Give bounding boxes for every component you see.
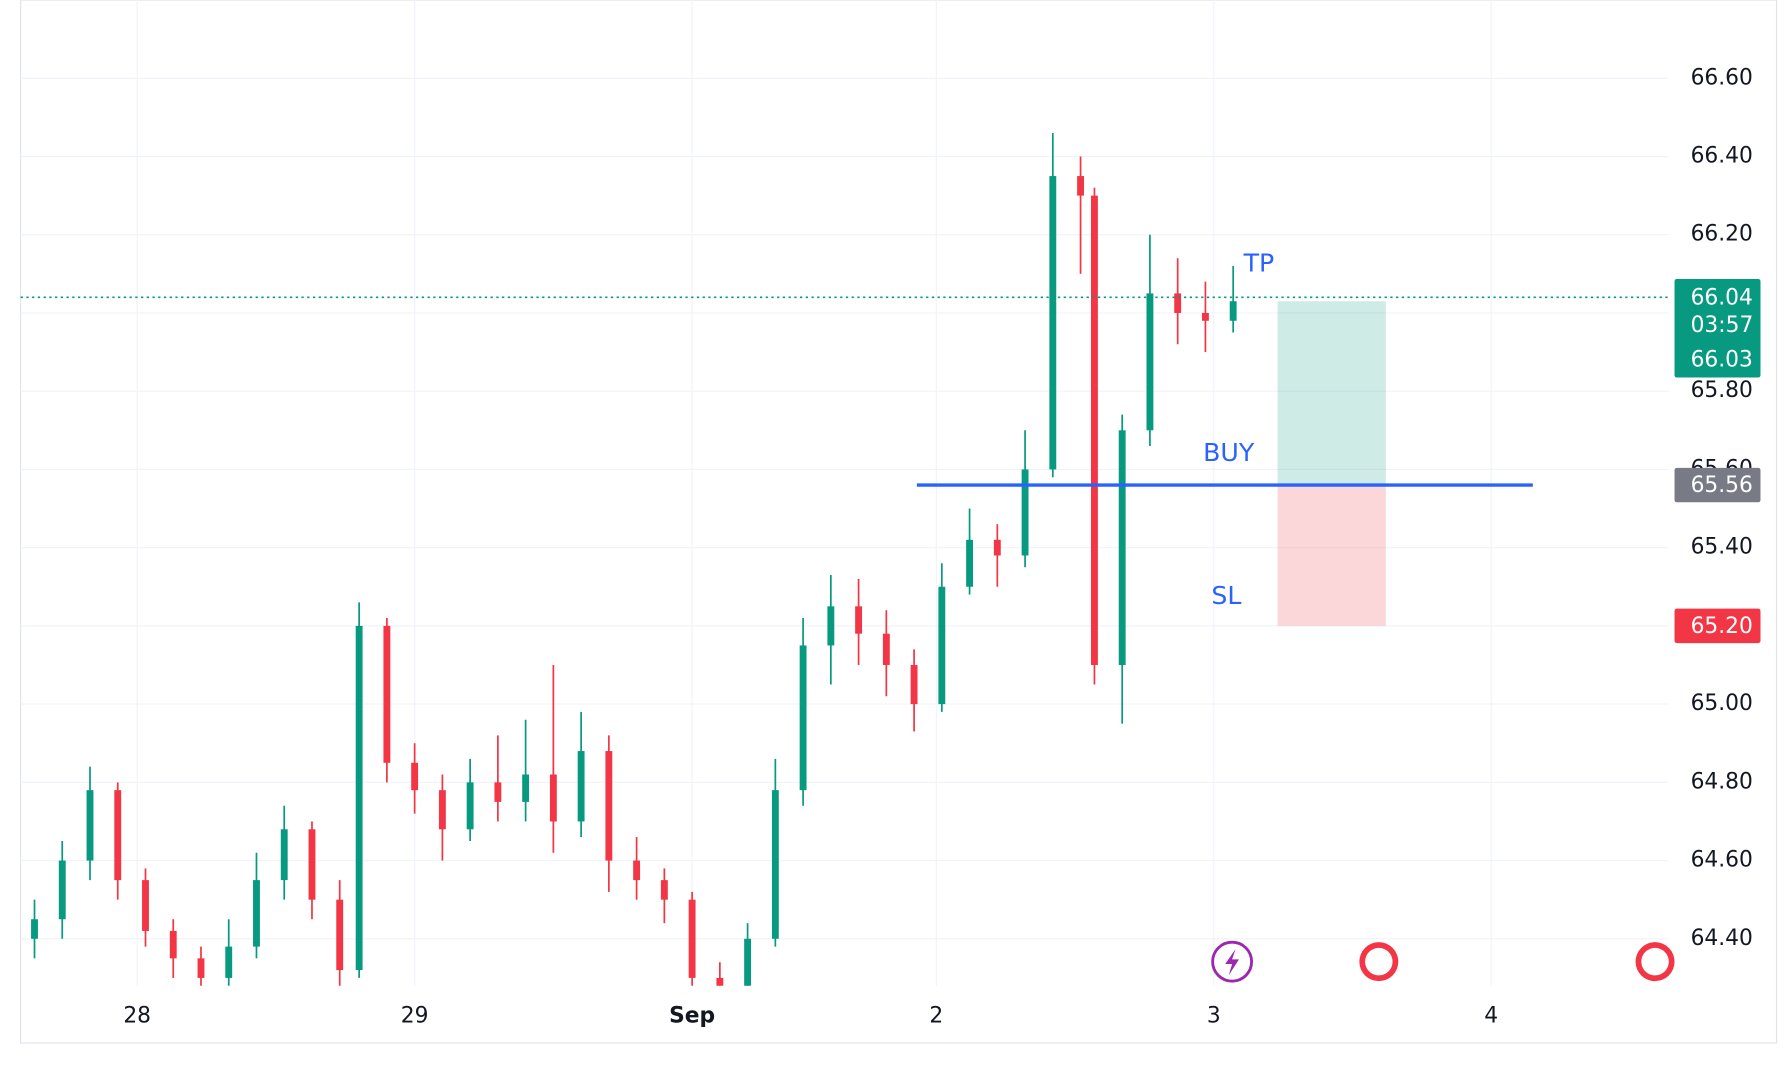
candle-body	[169, 930, 177, 959]
candle-body	[1090, 195, 1098, 665]
candle-body	[253, 880, 260, 947]
y-tick-label: 64.40	[1691, 926, 1753, 951]
stop-loss-label: 65.20	[1691, 614, 1753, 639]
candle-body	[58, 860, 66, 920]
x-tick-label: 3	[1207, 1004, 1221, 1029]
y-tick-label: 66.60	[1691, 65, 1753, 90]
y-tick-label: 64.60	[1691, 848, 1753, 873]
candle-body	[308, 829, 316, 900]
x-tick-label: 4	[1484, 1004, 1498, 1029]
stop-loss-zone	[1277, 485, 1386, 626]
candle-body	[197, 958, 205, 978]
candle-body	[855, 606, 863, 634]
candle-body	[910, 664, 918, 705]
candle-body	[31, 919, 38, 939]
candle-body	[966, 539, 974, 587]
x-tick-label: 28	[123, 1004, 151, 1029]
candle-body	[1021, 469, 1029, 556]
x-tick-label: Sep	[669, 1004, 715, 1029]
candle-body	[336, 899, 344, 971]
candle-body	[799, 645, 807, 791]
candle-body	[1118, 430, 1126, 665]
current-price-label: 66.04	[1691, 285, 1753, 310]
candle-body	[660, 880, 668, 900]
countdown-label: 03:57	[1691, 313, 1754, 338]
candle-body	[383, 625, 391, 763]
y-tick-label: 65.40	[1691, 535, 1753, 560]
candle-body	[1174, 293, 1182, 313]
candle-body	[438, 790, 446, 830]
frame	[20, 0, 1778, 1044]
candle-body	[86, 790, 94, 861]
grid	[20, 0, 1669, 986]
price-badge	[1674, 278, 1761, 378]
candle-body	[549, 774, 557, 822]
y-tick-label: 65.00	[1691, 691, 1753, 716]
candle-body	[771, 790, 779, 939]
candle-body	[280, 829, 288, 881]
candle-body	[355, 625, 363, 971]
current-price-alt-label: 66.03	[1691, 347, 1753, 372]
candle-body	[1201, 312, 1209, 321]
candle-body	[1229, 301, 1237, 321]
x-tick-label: 2	[929, 1004, 943, 1029]
take-profit-zone	[1277, 301, 1386, 486]
candle-body	[882, 633, 890, 665]
candle-body	[411, 762, 419, 791]
candle-body	[938, 586, 946, 705]
candle-body	[1049, 176, 1057, 470]
annotation: SL	[1211, 581, 1241, 610]
annotation: TP	[1243, 249, 1275, 278]
candle-body	[744, 938, 752, 986]
stop-loss-badge	[1674, 608, 1761, 644]
candle-body	[688, 899, 696, 978]
event-icon-glyph	[1225, 949, 1239, 976]
y-tick-label: 66.40	[1691, 143, 1753, 168]
candle-body	[522, 774, 530, 802]
y-tick-label: 66.20	[1691, 222, 1753, 247]
candle-body	[494, 782, 502, 802]
annotation: BUY	[1203, 438, 1255, 467]
candle-body	[225, 946, 233, 978]
candle-body	[827, 606, 835, 646]
flag-icon	[1365, 947, 1393, 976]
candle-body	[1146, 293, 1154, 431]
plot	[20, 133, 1669, 986]
entry-badge	[1674, 467, 1761, 503]
event-icons	[1211, 940, 1675, 983]
candle-body	[993, 539, 1001, 556]
candle-body	[577, 751, 585, 822]
y-tick-label: 65.80	[1691, 378, 1753, 403]
x-tick-label: 29	[401, 1004, 429, 1029]
y-tick-label: 64.80	[1691, 769, 1753, 794]
flag-icon	[1641, 947, 1669, 976]
candle-body	[716, 977, 724, 986]
entry-label: 65.56	[1691, 473, 1753, 498]
candle-body	[466, 782, 474, 830]
candle-body	[1077, 176, 1085, 196]
candle-body	[633, 860, 641, 881]
candle-body	[114, 790, 122, 881]
candle-body	[142, 880, 149, 931]
candle-body	[605, 751, 613, 861]
